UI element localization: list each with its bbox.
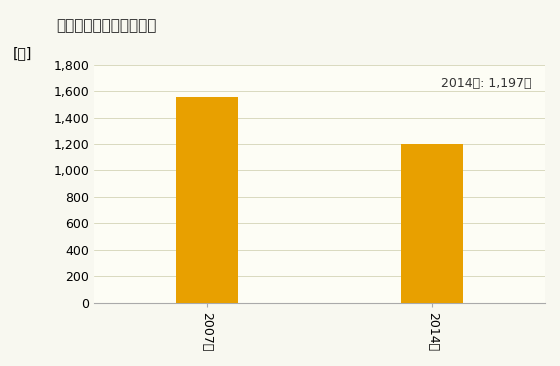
Bar xyxy=(176,97,238,303)
Y-axis label: [人]: [人] xyxy=(12,46,32,60)
Text: 小売業の従業者数の推移: 小売業の従業者数の推移 xyxy=(56,18,156,33)
Bar xyxy=(402,145,463,303)
Text: 2014年: 1,197人: 2014年: 1,197人 xyxy=(441,76,531,90)
